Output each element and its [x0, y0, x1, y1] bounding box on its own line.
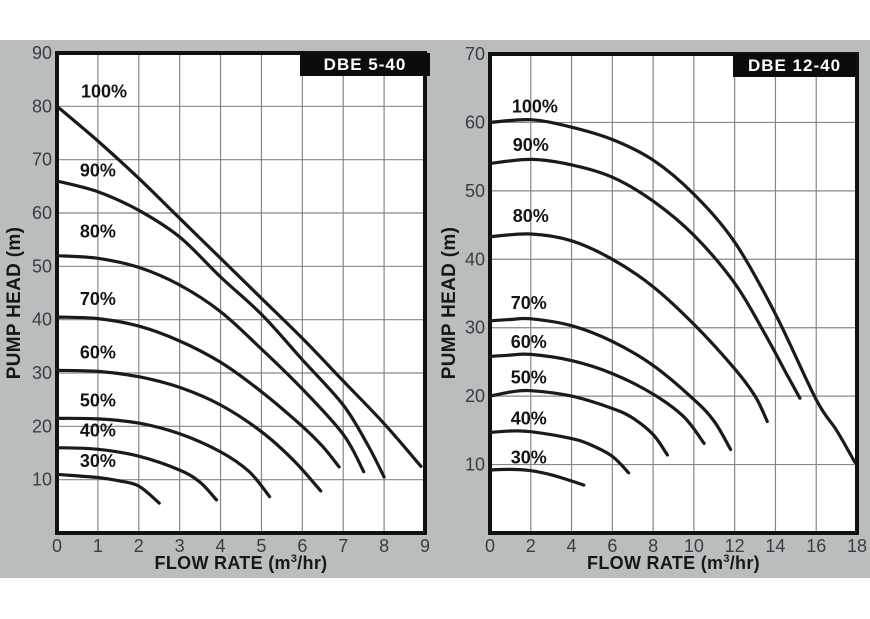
x-axis-label: FLOW RATE (m3/hr)	[490, 553, 857, 574]
x-axis-unit-exponent: 3	[723, 553, 730, 565]
chart-title-badge: DBE 12-40	[733, 54, 856, 77]
x-axis-unit-exponent: 3	[290, 553, 298, 565]
x-axis-unit-close: /hr)	[729, 553, 760, 573]
chart-title-badge: DBE 5-40	[300, 53, 430, 76]
x-axis-unit-close: /hr)	[297, 553, 328, 573]
x-axis-unit-open: (m	[695, 553, 724, 573]
x-axis-unit-open: (m	[262, 553, 291, 573]
x-axis-label-text: FLOW RATE	[587, 553, 696, 573]
x-axis-label-text: FLOW RATE	[154, 553, 263, 573]
figure-background	[0, 40, 870, 578]
x-axis-label: FLOW RATE (m3/hr)	[57, 553, 425, 574]
y-axis-label: PUMP HEAD (m)	[439, 226, 460, 380]
y-axis-label: PUMP HEAD (m)	[4, 226, 25, 380]
